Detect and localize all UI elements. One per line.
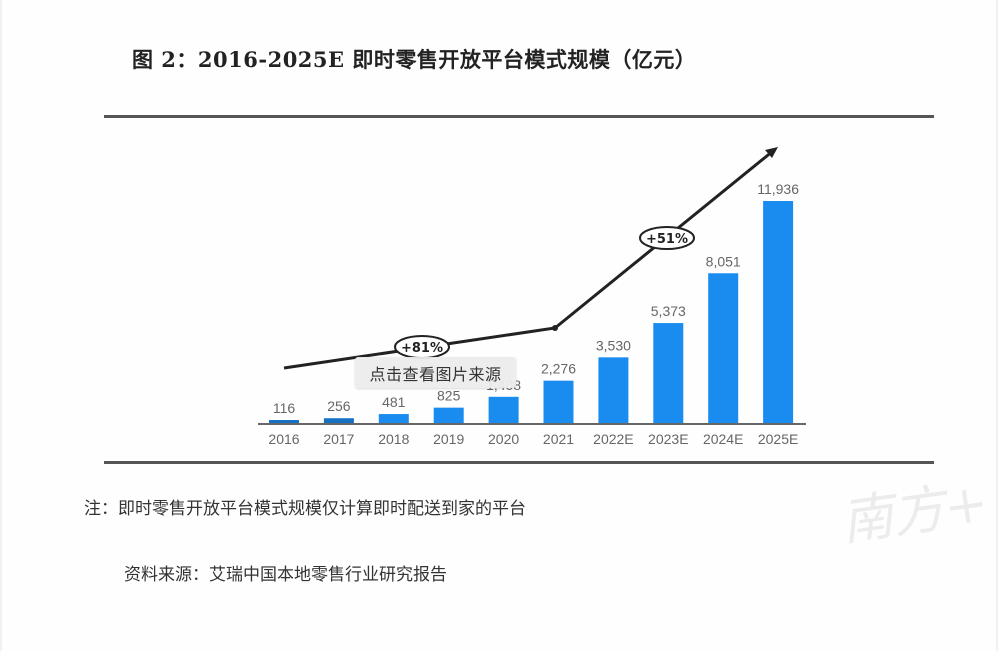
- chart-source: 资料来源：艾瑞中国本地零售行业研究报告: [124, 565, 447, 585]
- bar-2024E: [708, 273, 739, 423]
- bar-2021: [543, 380, 574, 423]
- svg-text:+51%: +51%: [646, 232, 688, 247]
- trend-line: [283, 147, 778, 370]
- x-tick-label: 2025E: [758, 431, 798, 447]
- bottom-rule: [104, 461, 934, 464]
- bar-2016: [269, 420, 299, 423]
- x-tick-label: 2024E: [703, 431, 743, 447]
- x-axis-labels: 2016 2017 2018 2019 2020 2021 2022E 2023E 2024E 2…: [268, 431, 798, 447]
- value-label: 3,530: [596, 337, 631, 353]
- value-label: 2,276: [541, 361, 576, 377]
- value-label: 5,373: [651, 303, 686, 319]
- value-label: 256: [327, 398, 351, 414]
- bar-2020: [488, 396, 519, 423]
- bars-group: 1162564818251,4082,2763,5305,3738,05111,…: [269, 181, 799, 423]
- x-tick-label: 2016: [268, 431, 299, 447]
- x-tick-label: 2023E: [648, 431, 688, 447]
- growth-annotation-81: +81%: [394, 335, 450, 359]
- x-tick-label: 2019: [433, 431, 464, 447]
- bar-2022E: [598, 357, 629, 423]
- bar-2018: [378, 414, 409, 423]
- bar-2025E: [763, 201, 794, 423]
- value-label: 481: [382, 394, 406, 410]
- growth-annotation-51: +51%: [639, 226, 695, 250]
- bar-2019: [433, 407, 464, 423]
- svg-text:+81%: +81%: [401, 341, 443, 356]
- bar-2023E: [653, 323, 684, 423]
- x-tick-label: 2017: [323, 431, 354, 447]
- chart-title: 图 2：2016-2025E 即时零售开放平台模式规模（亿元）: [132, 47, 697, 72]
- value-label: 8,051: [706, 253, 741, 269]
- bar-2017: [323, 418, 354, 423]
- x-tick-label: 2020: [488, 431, 519, 447]
- value-label: 825: [437, 388, 461, 404]
- x-tick-label: 2021: [543, 431, 574, 447]
- value-label: 11,936: [757, 181, 799, 197]
- top-rule: [104, 115, 934, 118]
- value-label: 116: [273, 400, 296, 416]
- x-tick-label: 2022E: [593, 431, 633, 447]
- view-image-source-tooltip[interactable]: 点击查看图片来源: [355, 357, 516, 388]
- x-tick-label: 2018: [378, 431, 409, 447]
- chart-note: 注：即时零售开放平台模式规模仅计算即时配送到家的平台: [84, 499, 526, 519]
